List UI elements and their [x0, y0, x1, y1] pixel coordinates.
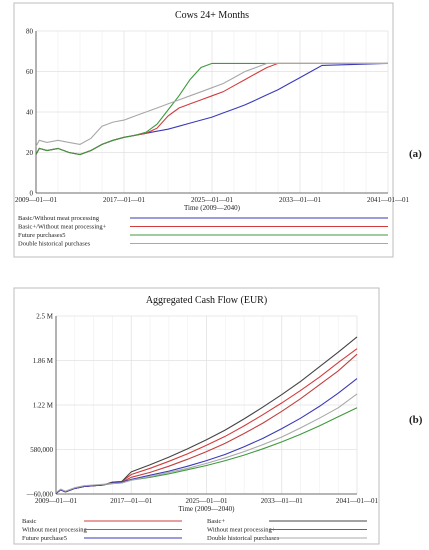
y-tick-label: 0: [30, 190, 34, 198]
legend-label: Basic+/Without meat processing+: [18, 224, 107, 231]
x-axis-label: Time (2009—2040): [184, 204, 241, 212]
chart-panel-a: Cows 24+ Months 2009—01—01 2017—01—01 2025—…: [0, 0, 429, 262]
series-line-5: [55, 393, 358, 494]
panel-label-b: (b): [409, 414, 423, 426]
x-tick-label: 2033—01—01: [261, 497, 304, 505]
legend-label: Double historical purchases: [207, 535, 280, 542]
chart-panel-b: Aggregated Cash Flow (EUR) 2009—01—01 2017…: [0, 285, 429, 547]
chart-frame: [13, 287, 380, 545]
y-tick-label: 1.86 M: [33, 357, 54, 365]
x-tick-label: 2033—01—01: [279, 196, 322, 204]
y-tick-label: 60: [26, 68, 34, 76]
legend-label: Double historical purchases: [18, 241, 91, 248]
y-tick-label: 1.22 M: [33, 402, 54, 410]
legend-label: Basic: [22, 518, 37, 525]
legend-label: Without meat processing: [22, 527, 87, 534]
y-tick-label: 40: [26, 109, 34, 117]
series-line-2: [35, 62, 388, 156]
x-axis-label: Time (2009—2040): [179, 505, 236, 513]
panel-label-a: (a): [409, 148, 422, 160]
x-tick-label: 2009—01—01: [35, 497, 78, 505]
x-tick-label: 2025—01—01: [191, 196, 234, 204]
x-tick-label: 2041—01—01: [336, 497, 379, 505]
chart-title: Cows 24+ Months: [175, 10, 249, 21]
legend-label: Future purchases5: [18, 232, 65, 239]
legend-label: Without meat processing+: [207, 527, 276, 534]
x-tick-label: 2025—01—01: [186, 497, 229, 505]
y-tick-label: 80: [26, 28, 34, 36]
chart-title: Aggregated Cash Flow (EUR): [146, 295, 267, 306]
cows-chart-svg: Cows 24+ Months 2009—01—01 2017—01—01 2025—…: [13, 2, 410, 258]
chart-frame: [13, 2, 394, 258]
series-line-4: [55, 378, 358, 494]
series-line-3: [35, 62, 388, 147]
x-tick-label: 2009—01—01: [15, 196, 58, 204]
legend-label: Basic+: [207, 518, 225, 525]
y-tick-label: 2.5 M: [36, 313, 54, 321]
x-tick-label: 2017—01—01: [103, 196, 146, 204]
y-tick-label: —60,000: [26, 491, 54, 499]
y-tick-label: 580,000: [30, 446, 53, 454]
x-tick-label: 2041—01—01: [367, 196, 410, 204]
cashflow-chart-svg: Aggregated Cash Flow (EUR) 2009—01—01 2017…: [13, 287, 380, 545]
y-tick-label: 20: [26, 149, 34, 157]
x-tick-label: 2017—01—01: [110, 497, 153, 505]
legend-label: Future purchase5: [22, 535, 67, 542]
legend-label: Basic/Without meat processing: [18, 215, 100, 222]
